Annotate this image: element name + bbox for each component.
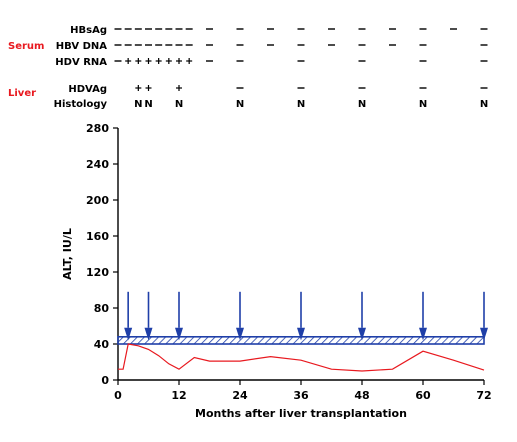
biopsy-arrow-head — [480, 327, 488, 341]
y-tick-label: 120 — [86, 266, 109, 279]
y-tick-label: 160 — [86, 230, 109, 243]
table-row-label: HBsAg — [70, 25, 107, 36]
x-tick-label: 36 — [293, 389, 309, 402]
alt-series-line — [118, 343, 485, 372]
table-row-label: HBV DNA — [56, 41, 107, 52]
marker-normal-text: N — [358, 99, 366, 110]
biopsy-arrow-head — [236, 327, 244, 341]
plot-area: 0 40 80 120 160 200 240 280 0 12 24 36 48 60 72 ALT, I… — [61, 122, 492, 420]
x-tick-label: 60 — [415, 389, 431, 402]
table-row-label: HDV RNA — [55, 57, 107, 68]
y-tick-label: 40 — [94, 338, 110, 351]
biopsy-arrow-head — [419, 327, 427, 341]
x-axis-label: Months after liver transplantation — [195, 407, 407, 420]
x-tick-label: 12 — [171, 389, 186, 402]
biopsy-arrow-head — [297, 327, 305, 341]
biopsy-arrow-head — [144, 327, 153, 341]
x-tick-label: 72 — [476, 389, 491, 402]
table-group-label: Serum — [8, 41, 44, 52]
biopsy-arrow-head — [124, 327, 133, 341]
biopsy-arrow-head — [358, 327, 366, 341]
axis-ticks: 0 40 80 120 160 200 240 280 0 12 24 36 48 60 72 — [86, 122, 492, 402]
x-tick-label: 0 — [114, 389, 122, 402]
y-tick-label: 0 — [101, 374, 109, 387]
y-tick-label: 80 — [94, 302, 110, 315]
arrow-markers — [124, 291, 488, 341]
y-tick-label: 280 — [86, 122, 109, 135]
x-tick-label: 48 — [354, 389, 369, 402]
y-tick-label: 240 — [86, 158, 109, 171]
biopsy-arrow-head — [175, 327, 183, 341]
y-tick-label: 200 — [86, 194, 109, 207]
table-row-label: Histology — [54, 99, 108, 110]
marker-normal-text: N — [134, 99, 142, 110]
series-layer — [118, 343, 485, 372]
marker-normal-text: N — [144, 99, 152, 110]
marker-normal-text: N — [175, 99, 183, 110]
y-axis-label: ALT, IU/L — [61, 228, 74, 280]
marker-normal-text: N — [419, 99, 427, 110]
table-group-label: Liver — [8, 88, 36, 99]
table-row-label: HDVAg — [68, 84, 107, 95]
x-tick-label: 24 — [232, 389, 248, 402]
marker-normal-text: N — [236, 99, 244, 110]
marker-normal-text: N — [480, 99, 488, 110]
marker-normal-text: N — [297, 99, 305, 110]
